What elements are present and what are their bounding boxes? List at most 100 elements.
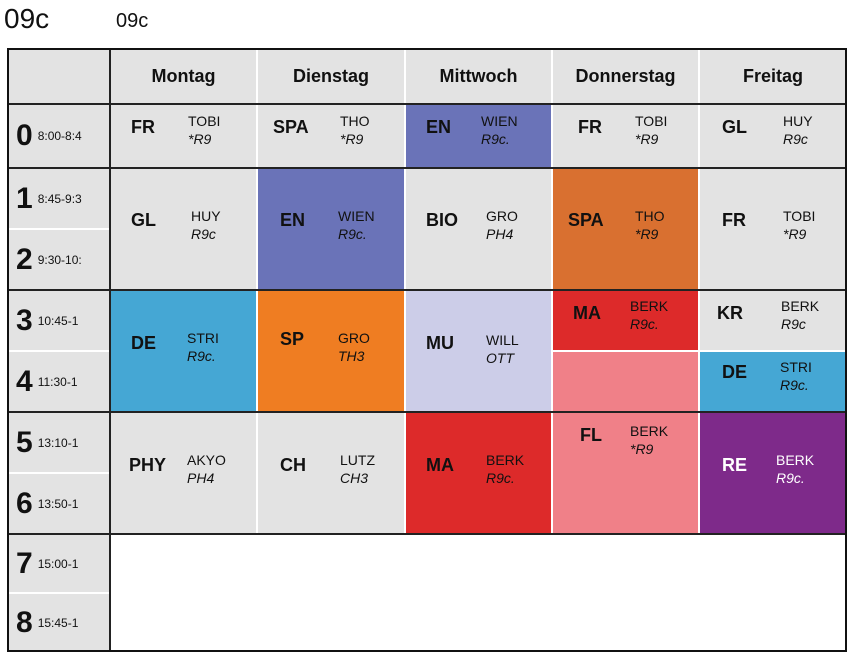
- lesson-donnerstag-1-2[interactable]: SPA THO *R9: [552, 168, 699, 290]
- lesson-mittwoch-1-2[interactable]: BIO GRO PH4: [405, 168, 552, 290]
- lesson-details: STRI R9c.: [187, 329, 219, 365]
- lesson-teacher: STRI: [187, 330, 219, 346]
- lesson-details: STRI R9c.: [780, 358, 812, 394]
- period-number: 4: [16, 364, 33, 398]
- lesson-details: BERK R9c: [781, 297, 819, 333]
- lesson-teacher: BERK: [776, 452, 815, 468]
- lesson-subject: MA: [573, 303, 601, 323]
- lesson-details: BERK R9c.: [776, 451, 814, 487]
- lesson-freitag-1-2[interactable]: FR TOBI *R9: [699, 168, 847, 290]
- lesson-montag-3-4[interactable]: DE STRI R9c.: [110, 290, 257, 412]
- grid-line: [7, 289, 847, 291]
- lesson-subject: FR: [722, 210, 746, 230]
- lesson-teacher: AKYO: [187, 452, 226, 468]
- lesson-donnerstag-3[interactable]: MA BERK R9c.: [552, 290, 699, 351]
- period-number: 8: [16, 605, 33, 639]
- lesson-details: THO *R9: [340, 112, 370, 148]
- lesson-room: *R9: [783, 226, 807, 242]
- lesson-freitag-0[interactable]: GL HUY R9c: [699, 104, 847, 168]
- lesson-freitag-4[interactable]: DE STRI R9c.: [699, 351, 847, 412]
- lesson-teacher: BERK: [630, 298, 669, 314]
- period-time: 15:45-1: [37, 615, 79, 630]
- day-header-dienstag: Dienstag: [257, 48, 405, 104]
- period-number: 3: [16, 303, 33, 337]
- lesson-details: AKYO PH4: [187, 451, 226, 487]
- empty-cell: [110, 534, 257, 593]
- day-header-montag: Montag: [110, 48, 257, 104]
- period-7: 7 15:00-1: [7, 534, 110, 593]
- lesson-teacher: BERK: [630, 423, 669, 439]
- lesson-subject: SPA: [568, 210, 604, 230]
- empty-cell: [257, 593, 405, 652]
- lesson-dienstag-0[interactable]: SPA THO *R9: [257, 104, 405, 168]
- period-3: 3 10:45-1: [7, 290, 110, 351]
- empty-cell: [552, 593, 699, 652]
- lesson-donnerstag-4-6[interactable]: FL BERK *R9: [552, 351, 699, 534]
- lesson-room: *R9: [188, 131, 212, 147]
- lesson-teacher: GRO: [486, 208, 518, 224]
- lesson-details: WIEN R9c.: [481, 112, 518, 148]
- lesson-mittwoch-3-4[interactable]: MU WILL OTT: [405, 290, 552, 412]
- lesson-teacher: TOBI: [783, 208, 816, 224]
- grid-line: [109, 48, 111, 652]
- grid-line: [7, 167, 847, 169]
- lesson-details: LUTZ CH3: [340, 451, 375, 487]
- lesson-subject: GL: [722, 117, 747, 137]
- period-time: 10:45-1: [37, 313, 79, 328]
- lesson-teacher: BERK: [486, 452, 525, 468]
- lesson-montag-1-2[interactable]: GL HUY R9c: [110, 168, 257, 290]
- empty-cell: [699, 593, 847, 652]
- lesson-mittwoch-5-6[interactable]: MA BERK R9c.: [405, 412, 552, 534]
- lesson-subject: GL: [131, 210, 156, 230]
- lesson-room: R9c.: [338, 226, 367, 242]
- lesson-room: TH3: [338, 348, 365, 364]
- lesson-donnerstag-0[interactable]: FR TOBI *R9: [552, 104, 699, 168]
- lesson-details: TOBI *R9: [635, 112, 667, 148]
- lesson-subject: DE: [722, 362, 748, 382]
- lesson-room: *R9: [635, 131, 659, 147]
- period-number: 0: [16, 119, 33, 152]
- lesson-details: TOBI *R9: [783, 207, 815, 243]
- period-number: 7: [16, 546, 33, 580]
- lesson-room: *R9: [340, 131, 364, 147]
- lesson-dienstag-5-6[interactable]: CH LUTZ CH3: [257, 412, 405, 534]
- period-time: 8:00-8:4: [37, 129, 82, 143]
- lesson-details: HUY R9c: [191, 207, 221, 243]
- lesson-teacher: LUTZ: [340, 452, 375, 468]
- period-number: 2: [16, 242, 33, 276]
- lesson-dienstag-3-4[interactable]: SP GRO TH3: [257, 290, 405, 412]
- lesson-montag-5-6[interactable]: PHY AKYO PH4: [110, 412, 257, 534]
- day-header-mittwoch: Mittwoch: [405, 48, 552, 104]
- lesson-teacher: HUY: [191, 208, 221, 224]
- lesson-teacher: THO: [340, 113, 370, 129]
- period-6: 6 13:50-1: [7, 473, 110, 534]
- lesson-teacher: THO: [635, 208, 665, 224]
- period-time: 9:30-10:: [37, 252, 82, 267]
- period-time: 13:50-1: [37, 496, 79, 511]
- lesson-subject: MU: [426, 333, 454, 353]
- lesson-details: WIEN R9c.: [338, 207, 375, 243]
- lesson-subject: MA: [426, 455, 454, 475]
- timetable: Montag Dienstag Mittwoch Donnerstag Frei…: [7, 48, 847, 652]
- period-time: 11:30-1: [37, 374, 78, 389]
- lesson-teacher: TOBI: [635, 113, 668, 129]
- lesson-subject: SP: [280, 329, 305, 349]
- lesson-room: R9c: [781, 316, 806, 332]
- lesson-freitag-3[interactable]: KR BERK R9c: [699, 290, 847, 351]
- day-header-freitag: Freitag: [699, 48, 847, 104]
- lesson-mittwoch-0[interactable]: EN WIEN R9c.: [405, 104, 552, 168]
- lesson-dienstag-1-2[interactable]: EN WIEN R9c.: [257, 168, 405, 290]
- period-5: 5 13:10-1: [7, 412, 110, 473]
- lesson-subject: EN: [280, 210, 306, 230]
- lesson-details: THO *R9: [635, 207, 665, 243]
- period-time: 8:45-9:3: [37, 191, 82, 206]
- class-title: 09c: [4, 3, 50, 34]
- lesson-subject: KR: [717, 303, 743, 323]
- lesson-room: R9c.: [187, 348, 216, 364]
- lesson-montag-0[interactable]: FR TOBI *R9: [110, 104, 257, 168]
- lesson-details: GRO TH3: [338, 329, 370, 365]
- day-header-donnerstag: Donnerstag: [552, 48, 699, 104]
- lesson-details: TOBI *R9: [188, 112, 220, 148]
- lesson-freitag-5-6[interactable]: RE BERK R9c.: [699, 412, 847, 534]
- lesson-details: BERK R9c.: [630, 297, 668, 333]
